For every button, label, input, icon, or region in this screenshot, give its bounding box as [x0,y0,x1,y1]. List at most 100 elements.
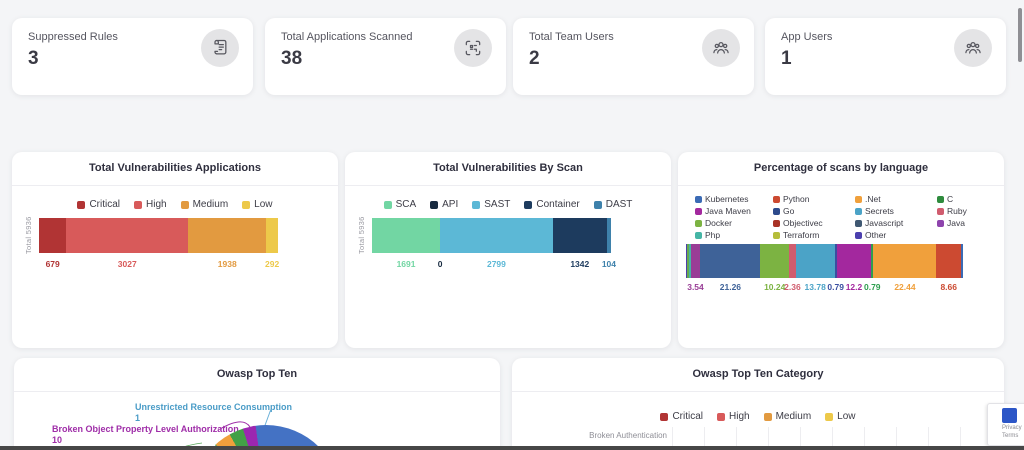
bar-segment-container [552,218,607,253]
divider [678,185,1004,186]
bar-segment-go [700,244,761,278]
value-label-medium: 1938 [217,259,237,269]
divider [345,185,671,186]
privacy-terms-badge[interactable]: Privacy Terms [987,403,1024,446]
legend-item-sca[interactable]: SCA [383,199,417,210]
legend-item-c[interactable]: C [937,194,993,204]
legend-item-dast[interactable]: DAST [593,199,632,210]
legend-item-go[interactable]: Go [773,206,855,216]
category-label: Broken Authentication [589,431,667,440]
legend-swatch [242,200,251,209]
legend-swatch [855,231,862,239]
legend-label: Java Maven [705,206,751,216]
legend-item-java[interactable]: Java [937,218,993,228]
legend-item-other[interactable]: Other [855,230,937,240]
legend-item-secrets[interactable]: Secrets [855,206,937,216]
legend-label: High [146,199,167,210]
value-label-ruby: 2.36 [784,282,801,292]
callout-text: Broken Object Property Level Authorizati… [52,424,239,434]
bar-segment-sast [440,218,553,253]
legend-label: High [729,411,750,422]
stat-card-total-applications-scanned: Total Applications Scanned 38 [265,18,506,95]
chart-title: Owasp Top Ten Category [692,368,824,380]
bar-value-labels: 3.54 21.26 10.24 2.36 13.78 0.79 12.2 0.79 22.44… [686,282,963,294]
bar-segment--net [873,244,937,278]
legend-label: C [947,194,954,204]
legend-item-php[interactable]: Php [695,230,773,240]
legend-item-high[interactable]: High [717,411,750,422]
legend-item-java-maven[interactable]: Java Maven [695,206,773,216]
value-label-secrets: 13.78 [804,282,826,292]
legend-item-low[interactable]: Low [242,199,273,210]
legend-item-terraform[interactable]: Terraform [773,230,855,240]
legend-item-critical[interactable]: Critical [660,411,703,422]
value-label-dast: 104 [601,259,616,269]
gridline [704,427,705,450]
legend-label: .Net [865,194,881,204]
legend-item-sast[interactable]: SAST [472,199,510,210]
stacked-bar-vuln-scan [372,218,611,253]
stat-label: App Users [781,31,833,43]
legend-item-medium[interactable]: Medium [180,199,228,210]
legend-swatch [472,200,481,209]
bar-segment-medium [188,218,267,253]
divider [512,391,1004,392]
legend-item-container[interactable]: Container [524,199,580,210]
value-label-critical: 679 [45,259,60,269]
value-label-sca: 1691 [396,259,416,269]
vertical-scrollbar-thumb[interactable] [1018,8,1022,62]
y-axis-total-label: Total 5936 [357,216,366,254]
legend-swatch [695,207,702,215]
gridline [896,427,897,450]
legend-item-javascript[interactable]: Javascript [855,218,937,228]
legend-label: Low [254,199,273,210]
legend-scan-types: SCA API SAST Container DAST [345,199,671,210]
bar-segment-php [689,244,691,278]
legend-swatch [855,219,862,227]
stat-label: Total Team Users [529,31,614,43]
legend-item-high[interactable]: High [134,199,167,210]
legend-label: Javascript [865,218,904,228]
bar-segment-c [871,244,874,278]
chart-title: Percentage of scans by language [753,162,929,174]
legend-swatch [524,200,533,209]
legend-item-python[interactable]: Python [773,194,855,204]
bar-segment-java-maven [836,244,872,278]
legend-swatch [77,200,86,209]
legend-swatch [695,219,702,227]
legend-label: Terraform [783,230,820,240]
gridline [736,427,737,450]
chart-card-owasp-top-ten: Owasp Top Ten Unrestricted Resource Cons… [14,358,500,450]
legend-item-docker[interactable]: Docker [695,218,773,228]
legend-item-api[interactable]: API [430,199,458,210]
legend-item-medium[interactable]: Medium [763,411,811,422]
value-label-low: 292 [265,259,280,269]
gridline [672,427,673,450]
legend-item-critical[interactable]: Critical [77,199,120,210]
legend-label: Php [705,230,721,240]
legend-swatch [855,207,862,215]
value-label-high: 3027 [117,259,137,269]
stacked-bar-vuln-apps [39,218,278,253]
stacked-bar-languages [686,244,963,278]
legend-item--net[interactable]: .Net [855,194,937,204]
legend-item-low[interactable]: Low [825,411,856,422]
legend-item-kubernetes[interactable]: Kubernetes [695,194,773,204]
legend-item-ruby[interactable]: Ruby [937,206,993,216]
bar-segment-low [266,218,278,253]
chart-card-vulnerabilities-by-scan: Total Vulnerabilities By Scan SCA API SAST… [345,152,671,348]
bar-segment-python [936,244,961,278]
legend-swatch [937,219,944,227]
legend-label: SCA [395,199,417,210]
legend-item-objectivec[interactable]: Objectivec [773,218,855,228]
bar-segment-docker [760,244,790,278]
bar-segment-javascript [834,244,837,278]
legend-languages: Kubernetes Python .Net C Java Maven Go Secrets… [692,194,996,240]
scroll-icon [201,29,239,67]
gridline [832,427,833,450]
gridline [800,427,801,450]
users-icon [702,29,740,67]
value-label-java-maven: 12.2 [845,282,863,292]
legend-severity: Critical High Medium Low [12,199,338,210]
chart-card-owasp-top-ten-category: Owasp Top Ten Category Critical High Mediu… [512,358,1004,450]
